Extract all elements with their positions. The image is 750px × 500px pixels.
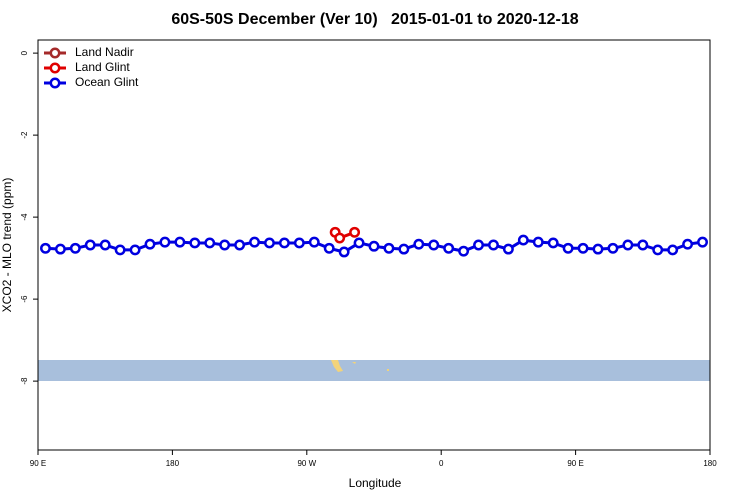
- x-axis-label: Longitude: [349, 476, 402, 490]
- data-point: [697, 236, 708, 248]
- data-point: [69, 242, 81, 254]
- data-point: [547, 237, 559, 249]
- data-point: [323, 242, 335, 254]
- data-point: [637, 239, 649, 251]
- data-point: [667, 244, 679, 256]
- y-tick-label: -2: [20, 131, 29, 139]
- y-tick-label: -8: [20, 377, 29, 385]
- data-point: [353, 237, 365, 249]
- y-tick-label: -4: [20, 213, 29, 221]
- chart-title: 60S-50S December (Ver 10) 2015-01-01 to …: [171, 11, 578, 28]
- data-point: [99, 239, 111, 251]
- legend-label: Land Glint: [75, 60, 130, 74]
- data-point: [204, 237, 216, 249]
- data-point: [562, 242, 574, 254]
- land-shape: [331, 360, 343, 372]
- data-point: [652, 244, 664, 256]
- data-point: [443, 242, 455, 254]
- data-point: [428, 239, 440, 251]
- data-point: [264, 237, 275, 249]
- plot-frame: [37, 39, 711, 451]
- data-point: [159, 236, 171, 248]
- legend-label: Land Nadir: [75, 45, 134, 59]
- data-point: [488, 239, 499, 251]
- data-point: [189, 237, 201, 249]
- data-point: [682, 238, 694, 250]
- y-tick-label: -6: [20, 295, 29, 303]
- data-point: [144, 238, 156, 250]
- data-point: [338, 246, 350, 258]
- land-shape: [387, 369, 389, 371]
- map-strip: [38, 360, 710, 381]
- data-point: [398, 243, 410, 255]
- data-point: [577, 242, 589, 254]
- data-point: [622, 239, 634, 251]
- y-axis-label: XCO2 - MLO trend (ppm): [0, 178, 14, 313]
- data-point: [278, 237, 290, 249]
- data-point: [607, 242, 619, 254]
- data-point: [234, 239, 246, 251]
- data-point: [54, 243, 66, 255]
- data-point: [114, 244, 126, 256]
- land-shape: [352, 362, 356, 364]
- legend-label: Ocean Glint: [75, 75, 139, 89]
- legend-marker: [49, 77, 61, 89]
- data-point: [129, 244, 141, 256]
- data-point: [517, 234, 529, 246]
- data-point: [592, 243, 604, 255]
- x-tick-label: 90 W: [297, 459, 316, 468]
- x-tick-label: 0: [439, 459, 444, 468]
- x-tick-label: 90 E: [567, 459, 583, 468]
- x-tick-label: 180: [703, 459, 717, 468]
- data-point: [334, 232, 346, 244]
- data-point: [174, 236, 186, 248]
- data-point: [383, 242, 395, 254]
- data-point: [349, 226, 361, 238]
- x-tick-label: 90 E: [30, 459, 46, 468]
- data-point: [249, 236, 260, 248]
- data-point: [473, 239, 484, 251]
- data-point: [219, 239, 231, 251]
- legend-marker: [49, 62, 61, 74]
- y-tick-label: 0: [20, 50, 29, 55]
- data-point: [413, 238, 425, 250]
- data-point: [532, 236, 544, 248]
- data-point: [293, 237, 305, 249]
- data-point: [40, 242, 51, 254]
- data-point: [502, 243, 514, 255]
- data-point: [458, 245, 470, 257]
- legend-marker: [49, 47, 61, 59]
- data-point: [84, 239, 96, 251]
- x-tick-label: 180: [166, 459, 180, 468]
- data-point: [368, 240, 380, 252]
- data-point: [308, 236, 320, 248]
